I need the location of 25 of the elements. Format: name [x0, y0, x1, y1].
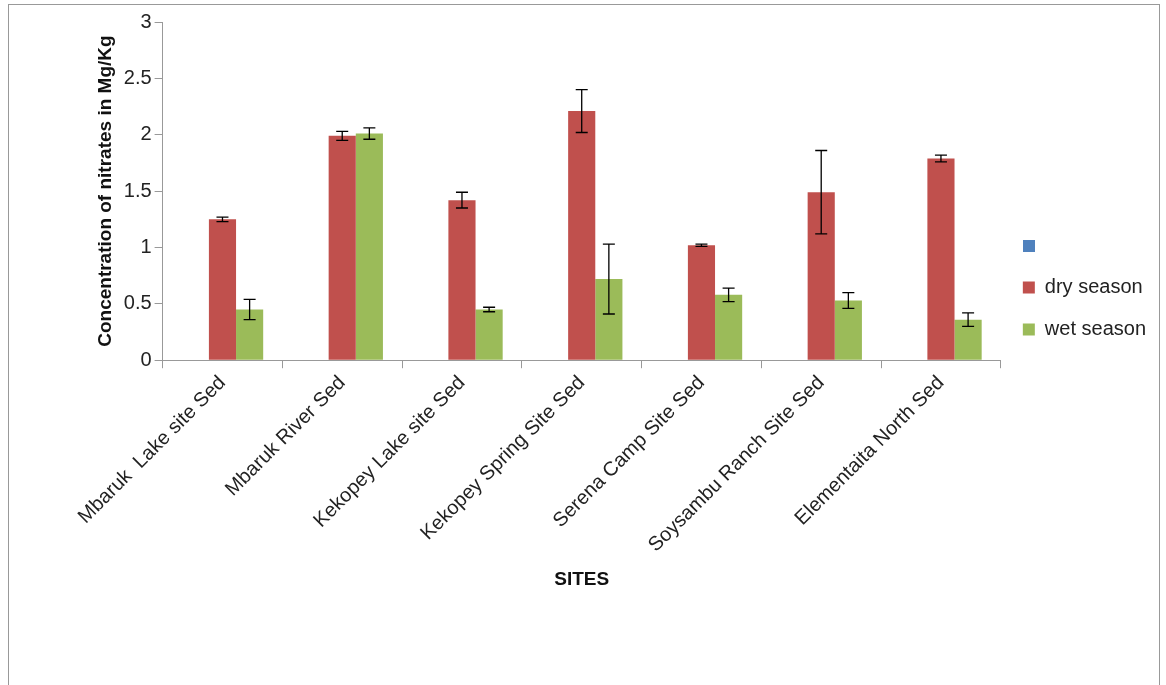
bar: [954, 319, 982, 360]
y-tick-label: 1.5: [123, 178, 152, 201]
bar: [328, 135, 356, 360]
bar: [475, 309, 503, 360]
y-tick-label: 0: [140, 347, 152, 370]
y-tick-label: 2: [140, 122, 152, 145]
x-axis-title: SITES: [554, 567, 610, 589]
bar: [807, 192, 835, 360]
bar: [448, 200, 476, 360]
y-tick-label: 0.5: [123, 291, 152, 314]
y-tick-label: 2.5: [123, 65, 152, 88]
y-tick-label: 1: [140, 234, 152, 257]
bar: [927, 158, 955, 360]
bar: [687, 245, 716, 360]
bar: [355, 133, 383, 360]
legend-label: dry season: [1044, 275, 1143, 298]
bar: [595, 279, 623, 360]
bar: [208, 219, 237, 360]
bar: [568, 111, 596, 360]
bar: [236, 309, 264, 360]
legend-label: wet season: [1043, 317, 1146, 340]
y-tick-label: 3: [140, 9, 152, 32]
bar: [834, 300, 862, 360]
y-axis-title: Concentration of nitrates in Mg/Kg: [93, 35, 115, 347]
bar: [715, 294, 743, 360]
